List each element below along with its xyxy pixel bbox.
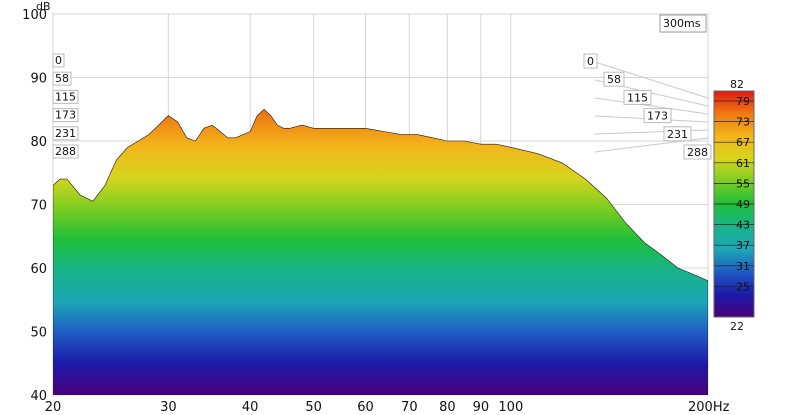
colorbar-tick-9: 25 [736,280,750,293]
slice-label-left-1: 58 [55,72,69,85]
slice-label-box-right-3 [643,108,672,124]
colorbar-ticks: 79 73 67 61 55 49 43 37 31 25 [714,95,754,293]
slice-label-box-right-0 [583,53,598,69]
slice-label-left-2: 115 [55,90,76,103]
slice-label-right-1: 58 [607,73,621,86]
y-tick-1: 90 [30,72,47,87]
slice-label-box-left-4 [52,126,79,141]
colorbar-tick-8: 31 [736,260,750,273]
x-tick-labels: 20 30 40 50 60 70 80 90 100 200Hz [45,400,730,415]
slice-label-left-0: 0 [55,54,62,67]
wall-line-0 [594,61,709,99]
slice-label-box-left-1 [52,71,72,86]
slice-label-right-0: 0 [587,55,594,68]
colorbar-tick-5: 49 [736,198,750,211]
slice-label-left-3: 173 [55,109,76,122]
y-tick-6: 40 [30,389,47,404]
y-tick-3: 70 [30,199,47,214]
x-tick-0: 20 [45,400,62,415]
slice-label-left-4: 231 [55,127,76,140]
time-badge: 300ms [663,17,701,30]
x-tick-7: 90 [473,400,490,415]
y-axis-label: dB [36,0,51,13]
slice-label-left-5: 288 [55,145,76,158]
time-slice-labels-left: 0 58 115 173 231 288 [52,53,79,159]
wall-line-2 [594,97,709,115]
x-tick-3: 50 [305,400,322,415]
slice-label-box-right-4 [663,126,692,142]
slice-label-right-5: 288 [687,146,708,159]
y-tick-5: 50 [30,326,47,341]
slice-label-right-4: 231 [667,128,688,141]
colorbar: 82 79 73 67 61 55 49 43 37 31 25 22 [713,78,755,333]
x-tick-6: 80 [439,400,456,415]
colorbar-tick-1: 73 [736,116,750,129]
x-tick-4: 60 [357,400,374,415]
slice-label-right-2: 115 [627,91,648,104]
colorbar-tick-3: 61 [736,157,750,170]
colorbar-tick-6: 43 [736,219,750,232]
x-tick-8: 100 [498,400,523,415]
y-tick-labels: 100 90 80 70 60 50 40 [22,8,47,404]
slice-label-box-right-2 [623,89,652,105]
x-tick-2: 40 [242,400,259,415]
colorbar-max-label: 82 [730,78,744,91]
colorbar-tick-2: 67 [736,136,750,149]
time-slice-labels-right: 0 58 115 173 231 288 [583,53,712,160]
slice-label-box-right-5 [683,144,712,160]
colorbar-tick-7: 37 [736,239,750,252]
colorbar-tick-0: 79 [736,95,750,108]
slice-label-box-left-5 [52,144,79,159]
x-tick-1: 30 [160,400,177,415]
time-badge-box [659,14,707,33]
slice-label-box-left-2 [52,89,79,104]
y-tick-4: 60 [30,262,47,277]
colorbar-min-label: 22 [730,320,744,333]
x-tick-9: 200Hz [688,400,730,415]
waterfall-surface [53,109,708,395]
slice-label-right-3: 173 [647,110,668,123]
slice-label-box-left-0 [52,53,65,68]
slice-label-box-left-3 [52,108,79,123]
slice-0 [53,109,708,395]
x-tick-5: 70 [401,400,418,415]
slice-label-box-right-1 [603,71,625,87]
colorbar-tick-4: 55 [736,177,750,190]
y-tick-2: 80 [30,135,47,150]
y-tick-0: 100 [22,8,47,23]
